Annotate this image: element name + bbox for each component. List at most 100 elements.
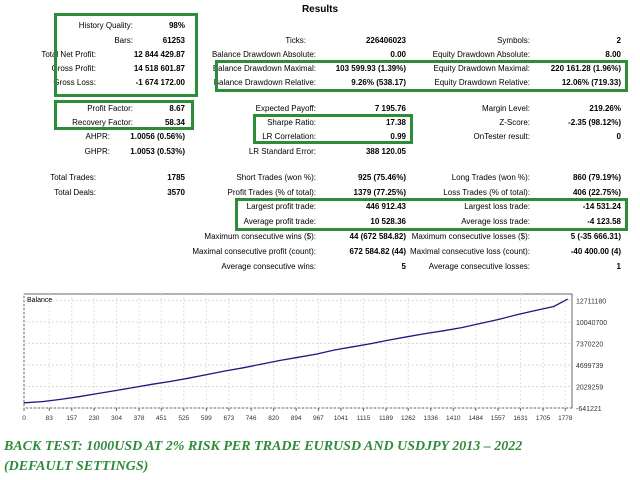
profit-factor-label: Profit Factor: — [87, 104, 133, 113]
average-consecutive-losses-value: 1 — [616, 262, 621, 271]
maximal-consecutive-loss-value: -40 400.00 (4) — [570, 247, 621, 256]
balance-point — [407, 336, 409, 338]
caption-line-2: (DEFAULT SETTINGS) — [4, 459, 149, 474]
gross-loss-value: -1 674 172.00 — [135, 78, 185, 87]
balance-point — [333, 349, 336, 351]
balance-point — [23, 402, 25, 404]
y-tick-label: 4699739 — [576, 363, 603, 370]
balance-point — [78, 396, 80, 398]
gross-profit-label: Gross Profit: — [51, 64, 96, 73]
balance-point — [388, 339, 390, 341]
x-tick-label: 1115 — [357, 415, 371, 422]
balance-dd-absolute-label: Balance Drawdown Absolute: — [211, 50, 316, 59]
bars-value: 61253 — [162, 36, 185, 45]
total-deals-value: 3570 — [167, 188, 185, 197]
balance-dd-maximal-label: Balance Drawdown Maximal: — [212, 64, 316, 73]
short-trades-label: Short Trades (won %): — [236, 173, 316, 182]
caption-line-1: BACK TEST: 1000USD AT 2% RISK PER TRADE … — [4, 439, 523, 454]
margin-level-value: 219.26% — [589, 104, 621, 113]
symbols-label: Symbols: — [497, 36, 530, 45]
recovery-factor-label: Recovery Factor: — [72, 118, 133, 127]
balance-point — [315, 353, 317, 355]
x-tick-label: 0 — [22, 415, 26, 422]
balance-point — [206, 374, 208, 376]
x-tick-label: 378 — [134, 415, 145, 422]
balance-point — [370, 342, 372, 345]
maximal-consecutive-profit-value: 672 584.82 (44) — [349, 247, 407, 256]
max-consecutive-losses-value: 5 (-35 666.31) — [570, 232, 621, 241]
long-trades-label: Long Trades (won %): — [451, 173, 530, 182]
balance-point — [260, 363, 263, 365]
x-tick-label: 1410 — [446, 415, 461, 422]
y-tick-label: 10040700 — [576, 320, 607, 327]
x-tick-label: 1557 — [491, 415, 506, 422]
balance-dd-maximal-value: 103 599.93 (1.39%) — [335, 64, 406, 73]
balance-point — [96, 392, 98, 395]
margin-level-label: Margin Level: — [481, 104, 530, 113]
average-loss-trade-value: -4 123.58 — [587, 217, 621, 226]
profit-factor-value: 8.67 — [169, 104, 185, 113]
results-title: Results — [301, 4, 339, 15]
x-tick-label: 1484 — [469, 415, 484, 422]
balance-chart: -641221 2029259 4699739 7370220 10040700 1271… — [20, 290, 620, 432]
ticks-value: 226406023 — [365, 36, 406, 45]
ahpr-value: 1.0056 (0.56%) — [130, 132, 185, 141]
equity-dd-relative-label: Equity Drawdown Relative: — [434, 78, 530, 87]
balance-point — [425, 332, 427, 335]
x-tick-label: 157 — [66, 415, 77, 422]
average-consecutive-wins-label: Average consecutive wins: — [221, 262, 316, 271]
highlight-trades-box — [235, 198, 628, 231]
x-tick-label: 1336 — [424, 415, 439, 422]
y-tick-label: 12711180 — [576, 298, 606, 305]
loss-trades-value: 406 (22.75%) — [572, 188, 621, 197]
balance-point — [59, 398, 62, 401]
lr-standard-error-value: 388 120.05 — [365, 147, 406, 156]
balance-point — [151, 383, 153, 385]
y-tick-label: 2029259 — [576, 384, 603, 391]
x-tick-label: 1631 — [513, 415, 528, 422]
largest-profit-trade-value: 446 912.43 — [365, 202, 406, 211]
max-consecutive-wins-label: Maximum consecutive wins ($): — [204, 232, 316, 241]
average-profit-trade-label: Average profit trade: — [243, 217, 316, 226]
plot-area — [23, 293, 573, 409]
y-tick-label: 7370220 — [576, 341, 603, 348]
ontester-result-label: OnTester result: — [473, 132, 530, 141]
lr-correlation-label: LR Correlation: — [262, 132, 316, 141]
gross-profit-value: 14 518 601.87 — [133, 64, 185, 73]
ghpr-label: GHPR: — [84, 147, 110, 156]
x-tick-label: 525 — [178, 415, 189, 422]
balance-point — [297, 356, 299, 358]
chart-title: Balance — [27, 297, 52, 304]
average-loss-trade-label: Average loss trade: — [461, 217, 530, 226]
x-tick-label: 820 — [268, 415, 279, 422]
y-tick-label: -641221 — [576, 406, 602, 413]
largest-loss-trade-value: -14 531.24 — [582, 202, 621, 211]
balance-point — [41, 401, 43, 403]
balance-point — [516, 313, 518, 316]
highlight-drawdown-box — [215, 60, 628, 92]
x-tick-label: 894 — [291, 415, 302, 422]
history-quality-label: History Quality: — [78, 21, 133, 30]
balance-point — [114, 389, 116, 392]
x-tick-label: 599 — [201, 415, 212, 422]
x-tick-label: 1189 — [379, 415, 393, 422]
balance-point — [443, 330, 445, 332]
x-tick-label: 1778 — [558, 415, 573, 422]
ahpr-label: AHPR: — [85, 132, 110, 141]
maximal-consecutive-loss-label: Maximal consecutive loss (count): — [409, 247, 530, 256]
loss-trades-label: Loss Trades (% of total): — [443, 188, 530, 197]
maximal-consecutive-profit-label: Maximal consecutive profit (count): — [192, 247, 316, 256]
x-tick-label: 673 — [223, 415, 234, 422]
balance-point — [480, 322, 482, 325]
symbols-value: 2 — [616, 36, 621, 45]
balance-dd-absolute-value: 0.00 — [390, 50, 406, 59]
total-trades-label: Total Trades: — [50, 173, 96, 182]
balance-point — [133, 386, 135, 389]
balance-dd-relative-label: Balance Drawdown Relative: — [213, 78, 316, 87]
balance-point — [242, 367, 244, 369]
history-quality-value: 98% — [168, 21, 185, 30]
x-tick-label: 967 — [313, 415, 324, 422]
z-score-label: Z-Score: — [499, 118, 530, 127]
highlight-sharpe-box — [253, 114, 413, 144]
x-tick-label: 230 — [89, 415, 100, 422]
